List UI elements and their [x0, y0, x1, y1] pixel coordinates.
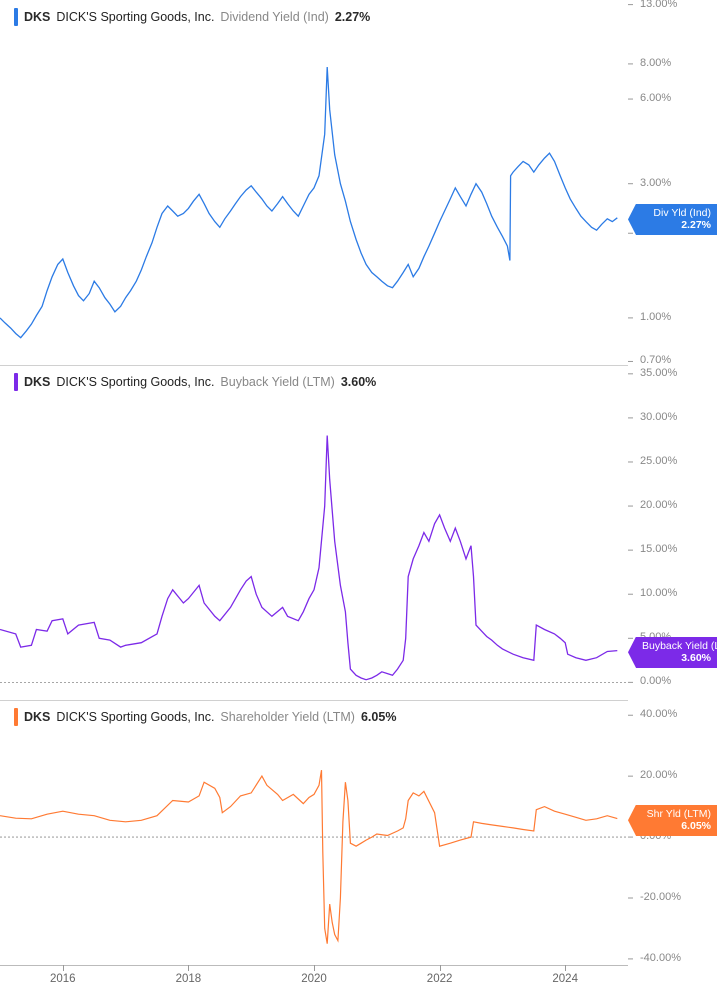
chart-svg-shr[interactable]: [0, 700, 634, 965]
chart-panel-buyback: 0.00%5.00%10.00%15.00%20.00%25.00%30.00%…: [0, 365, 717, 700]
chart-svg-div[interactable]: [0, 0, 634, 365]
series-line-shr: [0, 770, 617, 944]
flag-value: 3.60%: [642, 652, 711, 665]
flag-title: Shr Yld (LTM): [642, 808, 711, 821]
xtick-mark: [314, 965, 315, 971]
ytick-label: 10.00%: [640, 587, 677, 599]
series-line-buyback: [0, 436, 617, 680]
legend-company: DICK'S Sporting Goods, Inc.: [56, 710, 214, 724]
legend-buyback[interactable]: DKS DICK'S Sporting Goods, Inc. Buyback Yi…: [10, 371, 380, 393]
value-flag-buyback: Buyback Yield (LTM)3.60%: [636, 637, 717, 668]
legend-value: 2.27%: [335, 10, 370, 24]
legend-ticker: DKS: [24, 375, 50, 389]
xtick-label: 2018: [168, 973, 208, 985]
chart-panel-shr: -40.00%-20.00%0.00%20.00%40.00%Shr Yld (…: [0, 700, 717, 965]
legend-color-tick: [14, 8, 18, 26]
legend-company: DICK'S Sporting Goods, Inc.: [56, 375, 214, 389]
ytick-label: 35.00%: [640, 367, 677, 379]
value-flag-div: Div Yld (Ind)2.27%: [636, 204, 717, 235]
xtick-label: 2022: [420, 973, 460, 985]
ytick-label: 40.00%: [640, 708, 677, 720]
flag-value: 2.27%: [642, 219, 711, 232]
panel-separator: [0, 365, 628, 366]
ytick-label: -40.00%: [640, 952, 681, 964]
ytick-label: 8.00%: [640, 57, 671, 69]
legend-metric: Dividend Yield (Ind): [220, 10, 328, 24]
ytick-label: 0.00%: [640, 675, 671, 687]
legend-ticker: DKS: [24, 710, 50, 724]
ytick-label: 20.00%: [640, 499, 677, 511]
series-line-div: [0, 67, 617, 338]
ytick-label: 1.00%: [640, 311, 671, 323]
legend-ticker: DKS: [24, 10, 50, 24]
flag-value: 6.05%: [642, 820, 711, 833]
legend-metric: Buyback Yield (LTM): [220, 375, 334, 389]
ytick-label: 25.00%: [640, 455, 677, 467]
chart-svg-buyback[interactable]: [0, 365, 634, 700]
legend-value: 3.60%: [341, 375, 376, 389]
ytick-label: 30.00%: [640, 411, 677, 423]
legend-shr[interactable]: DKS DICK'S Sporting Goods, Inc. Shareholde…: [10, 706, 400, 728]
xtick-mark: [565, 965, 566, 971]
flag-title: Buyback Yield (LTM): [642, 640, 711, 653]
flag-title: Div Yld (Ind): [642, 207, 711, 220]
value-flag-shr: Shr Yld (LTM)6.05%: [636, 805, 717, 836]
panel-separator: [0, 700, 628, 701]
xtick-label: 2024: [545, 973, 585, 985]
chart-panel-div: 0.70%1.00%2.00%3.00%6.00%8.00%13.00%Div …: [0, 0, 717, 365]
ytick-label: -20.00%: [640, 891, 681, 903]
legend-value: 6.05%: [361, 710, 396, 724]
ytick-label: 6.00%: [640, 92, 671, 104]
ytick-label: 13.00%: [640, 0, 677, 10]
legend-div[interactable]: DKS DICK'S Sporting Goods, Inc. Dividend Y…: [10, 6, 374, 28]
legend-color-tick: [14, 708, 18, 726]
xtick-label: 2020: [294, 973, 334, 985]
ytick-label: 20.00%: [640, 769, 677, 781]
legend-color-tick: [14, 373, 18, 391]
xtick-mark: [63, 965, 64, 971]
xtick-mark: [440, 965, 441, 971]
legend-company: DICK'S Sporting Goods, Inc.: [56, 10, 214, 24]
ytick-label: 15.00%: [640, 543, 677, 555]
xtick-label: 2016: [43, 973, 83, 985]
ytick-label: 3.00%: [640, 177, 671, 189]
xtick-mark: [188, 965, 189, 971]
legend-metric: Shareholder Yield (LTM): [220, 710, 355, 724]
